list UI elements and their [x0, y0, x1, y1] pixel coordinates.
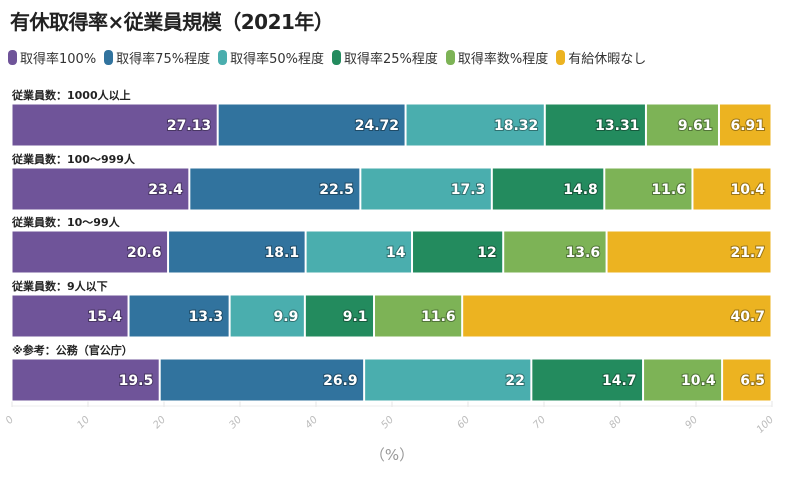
bar-segment: [305, 230, 413, 274]
data-label: 9.9: [274, 309, 299, 325]
data-label: 27.13: [167, 118, 211, 134]
data-label: 10.4: [730, 182, 765, 198]
data-label: 9.61: [678, 118, 713, 134]
bar-segment: [544, 103, 646, 147]
legend-swatch: [556, 50, 566, 65]
x-tick-label: 0: [4, 414, 16, 426]
bar-segment: [364, 358, 532, 402]
data-label: 22.5: [319, 182, 354, 198]
bar-segment: [531, 358, 644, 402]
legend-label: 有給休暇なし: [568, 52, 647, 67]
legend-label: 取得率100%: [20, 52, 97, 67]
chart-title: 有休取得率×従業員規模（2021年）: [10, 10, 334, 34]
data-label: 15.4: [87, 309, 122, 325]
legend-swatch: [8, 50, 17, 65]
data-label: 21.7: [730, 245, 765, 261]
legend-item[interactable]: 有給休暇なし: [556, 48, 646, 67]
data-label: 40.7: [730, 309, 765, 325]
x-tick-label: 40: [303, 414, 320, 431]
data-label: 14: [386, 245, 406, 261]
data-label: 11.6: [651, 182, 686, 198]
data-label: 18.1: [265, 245, 300, 261]
x-tick-label: 50: [379, 414, 396, 431]
bar-segment: [692, 167, 772, 211]
legend-label: 取得率50%程度: [230, 52, 324, 67]
data-label: 19.5: [119, 373, 154, 389]
x-axis-label: （%）: [370, 446, 414, 464]
category-label: ※参考：公務（官公庁）: [12, 343, 133, 357]
data-label: 18.32: [494, 118, 538, 134]
bar-segment: [11, 294, 129, 338]
bar-segment: [11, 358, 160, 402]
legend-item[interactable]: 取得率25%程度: [331, 48, 438, 67]
data-label: 17.3: [451, 182, 486, 198]
category-label: 従業員数：9人以下: [11, 279, 108, 293]
bar-segment: [604, 167, 693, 211]
legend-swatch: [445, 50, 455, 65]
bar-segment: [722, 358, 772, 402]
data-label: 22: [505, 373, 524, 389]
bar-segment: [606, 230, 772, 274]
legend-item[interactable]: 取得率100%: [8, 48, 96, 67]
data-label: 11.6: [421, 309, 456, 325]
legend-item[interactable]: 取得率数%程度: [445, 48, 549, 67]
data-label: 14.7: [602, 373, 637, 389]
x-tick-label: 70: [531, 414, 548, 431]
bar-segment: [128, 294, 230, 338]
legend-item[interactable]: 取得率50%程度: [218, 48, 324, 67]
bar-segment: [229, 294, 305, 338]
bar-segment: [412, 230, 504, 274]
x-tick-label: 10: [75, 414, 92, 431]
bar-segment: [11, 230, 169, 274]
data-label: 14.8: [563, 182, 598, 198]
category-label: 従業員数：100〜999人: [11, 152, 136, 166]
category-label: 従業員数：10〜99人: [11, 215, 121, 229]
legend-swatch: [218, 50, 228, 65]
x-tick-label: 80: [607, 414, 624, 431]
data-label: 9.1: [343, 309, 368, 325]
bar-segment: [718, 103, 772, 147]
bar-segment: [405, 103, 545, 147]
x-tick-label: 30: [227, 414, 244, 431]
data-label: 23.4: [148, 182, 183, 198]
x-tick-label: 60: [455, 414, 472, 431]
data-label: 6.91: [730, 118, 765, 134]
bar-segment: [189, 167, 361, 211]
data-label: 20.6: [127, 245, 162, 261]
category-label: 従業員数：1000人以上: [11, 88, 131, 102]
legend-label: 取得率75%程度: [116, 52, 211, 67]
bar-segment: [11, 167, 190, 211]
x-tick-label: 100: [755, 414, 776, 435]
x-tick-label: 20: [151, 414, 168, 431]
bar-segment: [159, 358, 365, 402]
legend-item[interactable]: 取得率75%程度: [104, 48, 210, 67]
data-label: 12: [477, 245, 496, 261]
data-label: 13.3: [189, 309, 224, 325]
data-label: 24.72: [355, 118, 399, 134]
legend-swatch: [104, 50, 114, 65]
legend-label: 取得率25%程度: [343, 52, 438, 67]
bar-segment: [304, 294, 375, 338]
bar-segment: [11, 103, 218, 147]
data-label: 13.6: [566, 245, 601, 261]
bar-segment: [374, 294, 463, 338]
data-label: 13.31: [595, 118, 639, 134]
legend-label: 取得率数%程度: [457, 52, 549, 67]
data-label: 10.4: [681, 373, 716, 389]
bar-segment: [217, 103, 406, 147]
bar-segment: [645, 103, 719, 147]
bar-segment: [168, 230, 306, 274]
bar-segment: [643, 358, 723, 402]
bar-segment: [462, 294, 772, 338]
bar-segment: [360, 167, 492, 211]
data-label: 6.5: [740, 373, 765, 389]
legend: 取得率100% 取得率75%程度 取得率50%程度 取得率25%程度 取得率数%程度 有給…: [8, 48, 646, 67]
x-tick-label: 90: [683, 414, 700, 431]
data-label: 26.9: [323, 373, 358, 389]
legend-swatch: [331, 50, 341, 65]
bar-segment: [491, 167, 605, 211]
bar-segment: [503, 230, 607, 274]
